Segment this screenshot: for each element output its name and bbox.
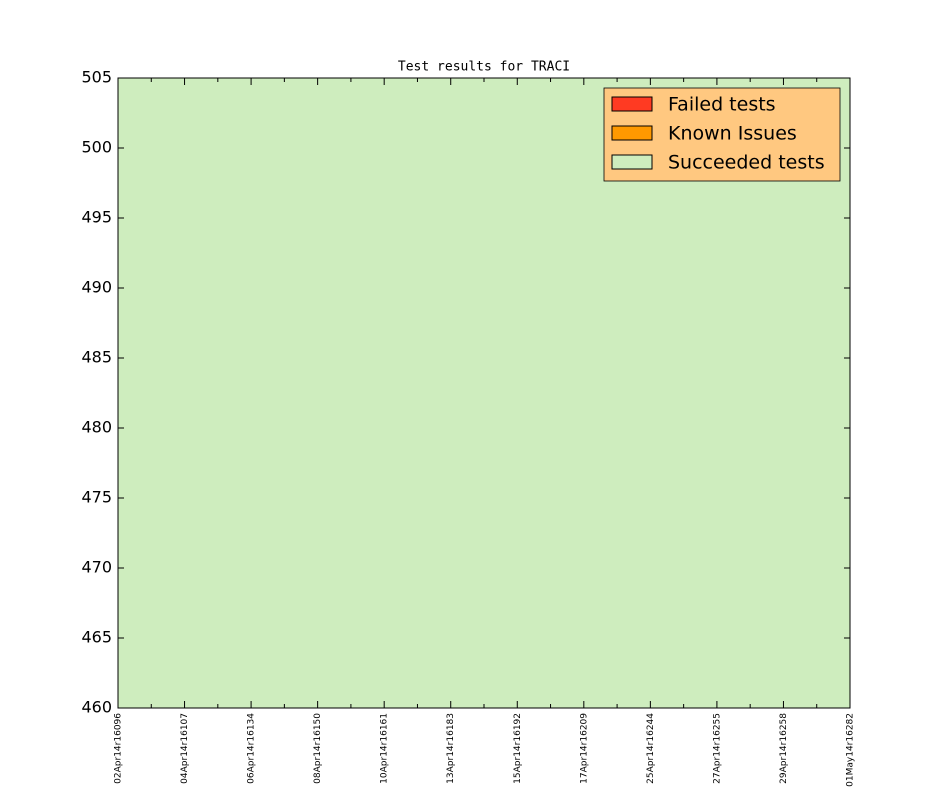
y-tick-label: 470: [81, 558, 112, 577]
y-tick-label: 485: [81, 348, 112, 367]
y-tick-label: 490: [81, 278, 112, 297]
x-tick-label: 13Apr14r16183: [446, 713, 456, 784]
x-tick-label: 25Apr14r16244: [646, 713, 656, 784]
legend-swatch: [611, 125, 653, 141]
y-tick-label: 475: [81, 488, 112, 507]
y-tick-label: 460: [81, 698, 112, 717]
x-tick-label: 10Apr14r16161: [380, 713, 390, 784]
area: [118, 78, 850, 708]
y-tick-label: 495: [81, 208, 112, 227]
legend-swatch: [611, 96, 653, 112]
chart-title: Test results for TRACI: [398, 60, 570, 75]
legend-swatch: [611, 154, 653, 170]
legend-label: Succeeded tests: [668, 152, 825, 174]
y-tick-label: 505: [81, 68, 112, 87]
x-tick-label: 08Apr14r16150: [313, 713, 323, 784]
x-tick-label: 15Apr14r16192: [513, 713, 523, 784]
y-tick-label: 500: [81, 138, 112, 157]
x-tick-label: 17Apr14r16209: [579, 713, 589, 784]
x-tick-label: 01May14r16282: [846, 713, 856, 787]
x-tick-label: 06Apr14r16134: [247, 713, 257, 784]
legend-label: Failed tests: [668, 94, 776, 116]
x-tick-label: 02Apr14r16096: [114, 713, 124, 784]
x-tick-label: 04Apr14r16107: [180, 713, 190, 784]
plot-areas: [118, 78, 850, 708]
y-tick-label: 480: [81, 418, 112, 437]
y-tick-label: 465: [81, 628, 112, 647]
x-tick-label: 27Apr14r16255: [712, 713, 722, 784]
legend-label: Known Issues: [668, 123, 797, 145]
x-tick-label: 29Apr14r16258: [779, 713, 789, 784]
